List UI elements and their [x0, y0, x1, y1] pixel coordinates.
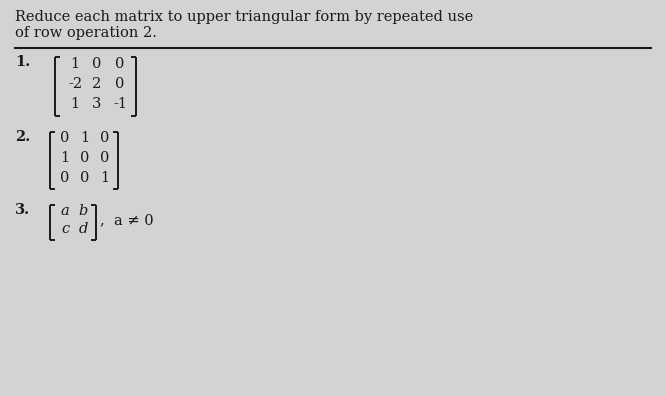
- Text: c: c: [61, 222, 69, 236]
- Text: 0: 0: [61, 131, 70, 145]
- Text: 0: 0: [93, 57, 102, 71]
- Text: 1.: 1.: [15, 55, 30, 69]
- Text: d: d: [79, 222, 88, 236]
- Text: 2.: 2.: [15, 130, 30, 144]
- Text: 1: 1: [101, 171, 110, 185]
- Text: 3: 3: [93, 97, 102, 111]
- Text: 0: 0: [81, 171, 90, 185]
- Text: 0: 0: [115, 57, 125, 71]
- Text: ,  a ≠ 0: , a ≠ 0: [100, 213, 154, 227]
- Text: -1: -1: [113, 97, 127, 111]
- Text: 0: 0: [81, 151, 90, 165]
- Text: 0: 0: [115, 77, 125, 91]
- Text: 1: 1: [81, 131, 89, 145]
- Text: Reduce each matrix to upper triangular form by repeated use: Reduce each matrix to upper triangular f…: [15, 10, 474, 24]
- Text: 1: 1: [71, 97, 79, 111]
- Text: 1: 1: [71, 57, 79, 71]
- Text: a: a: [61, 204, 69, 218]
- Text: of row operation 2.: of row operation 2.: [15, 26, 157, 40]
- Text: 0: 0: [101, 131, 110, 145]
- Text: 0: 0: [101, 151, 110, 165]
- Text: 1: 1: [61, 151, 69, 165]
- Text: 2: 2: [93, 77, 102, 91]
- Text: 0: 0: [61, 171, 70, 185]
- Text: b: b: [79, 204, 88, 218]
- Text: -2: -2: [68, 77, 82, 91]
- Text: 3.: 3.: [15, 203, 30, 217]
